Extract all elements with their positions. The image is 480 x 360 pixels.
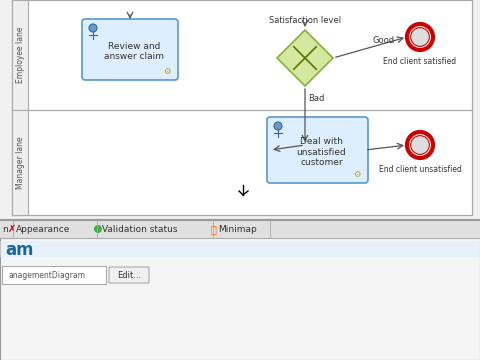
Text: Minimap: Minimap <box>218 225 257 234</box>
Text: n: n <box>2 225 8 234</box>
Text: 🔍: 🔍 <box>210 224 216 234</box>
Text: Review and
answer claim: Review and answer claim <box>104 42 164 61</box>
Text: Validation status: Validation status <box>102 225 178 234</box>
Circle shape <box>407 132 433 158</box>
Text: Satisfaction level: Satisfaction level <box>269 16 341 25</box>
FancyBboxPatch shape <box>109 267 149 283</box>
FancyBboxPatch shape <box>12 0 28 110</box>
Text: ✗: ✗ <box>8 224 16 234</box>
FancyBboxPatch shape <box>12 110 28 215</box>
Polygon shape <box>277 30 333 86</box>
Text: am: am <box>5 241 34 259</box>
Text: anagementDiagram: anagementDiagram <box>8 270 85 279</box>
Circle shape <box>89 24 97 32</box>
Text: Manager lane: Manager lane <box>15 136 24 189</box>
Text: Good: Good <box>373 36 395 45</box>
Text: Employee lane: Employee lane <box>15 27 24 83</box>
Text: End client unsatisfied: End client unsatisfied <box>379 165 461 174</box>
Text: End client satisfied: End client satisfied <box>384 57 456 66</box>
FancyBboxPatch shape <box>82 19 178 80</box>
Circle shape <box>274 122 282 130</box>
Circle shape <box>410 136 429 154</box>
FancyBboxPatch shape <box>267 117 368 183</box>
Text: ⚙: ⚙ <box>163 67 171 76</box>
FancyBboxPatch shape <box>0 220 480 360</box>
Text: Appearance: Appearance <box>16 225 71 234</box>
FancyBboxPatch shape <box>0 220 480 238</box>
Circle shape <box>94 225 102 233</box>
Text: Edit...: Edit... <box>117 270 141 279</box>
Text: Bad: Bad <box>308 94 324 103</box>
FancyBboxPatch shape <box>0 241 480 257</box>
Text: ⚙: ⚙ <box>353 170 361 179</box>
FancyBboxPatch shape <box>2 266 106 284</box>
Circle shape <box>407 24 433 50</box>
Circle shape <box>410 28 429 46</box>
FancyBboxPatch shape <box>12 0 472 215</box>
Text: Deal with
unsatisfied
customer: Deal with unsatisfied customer <box>297 137 347 167</box>
